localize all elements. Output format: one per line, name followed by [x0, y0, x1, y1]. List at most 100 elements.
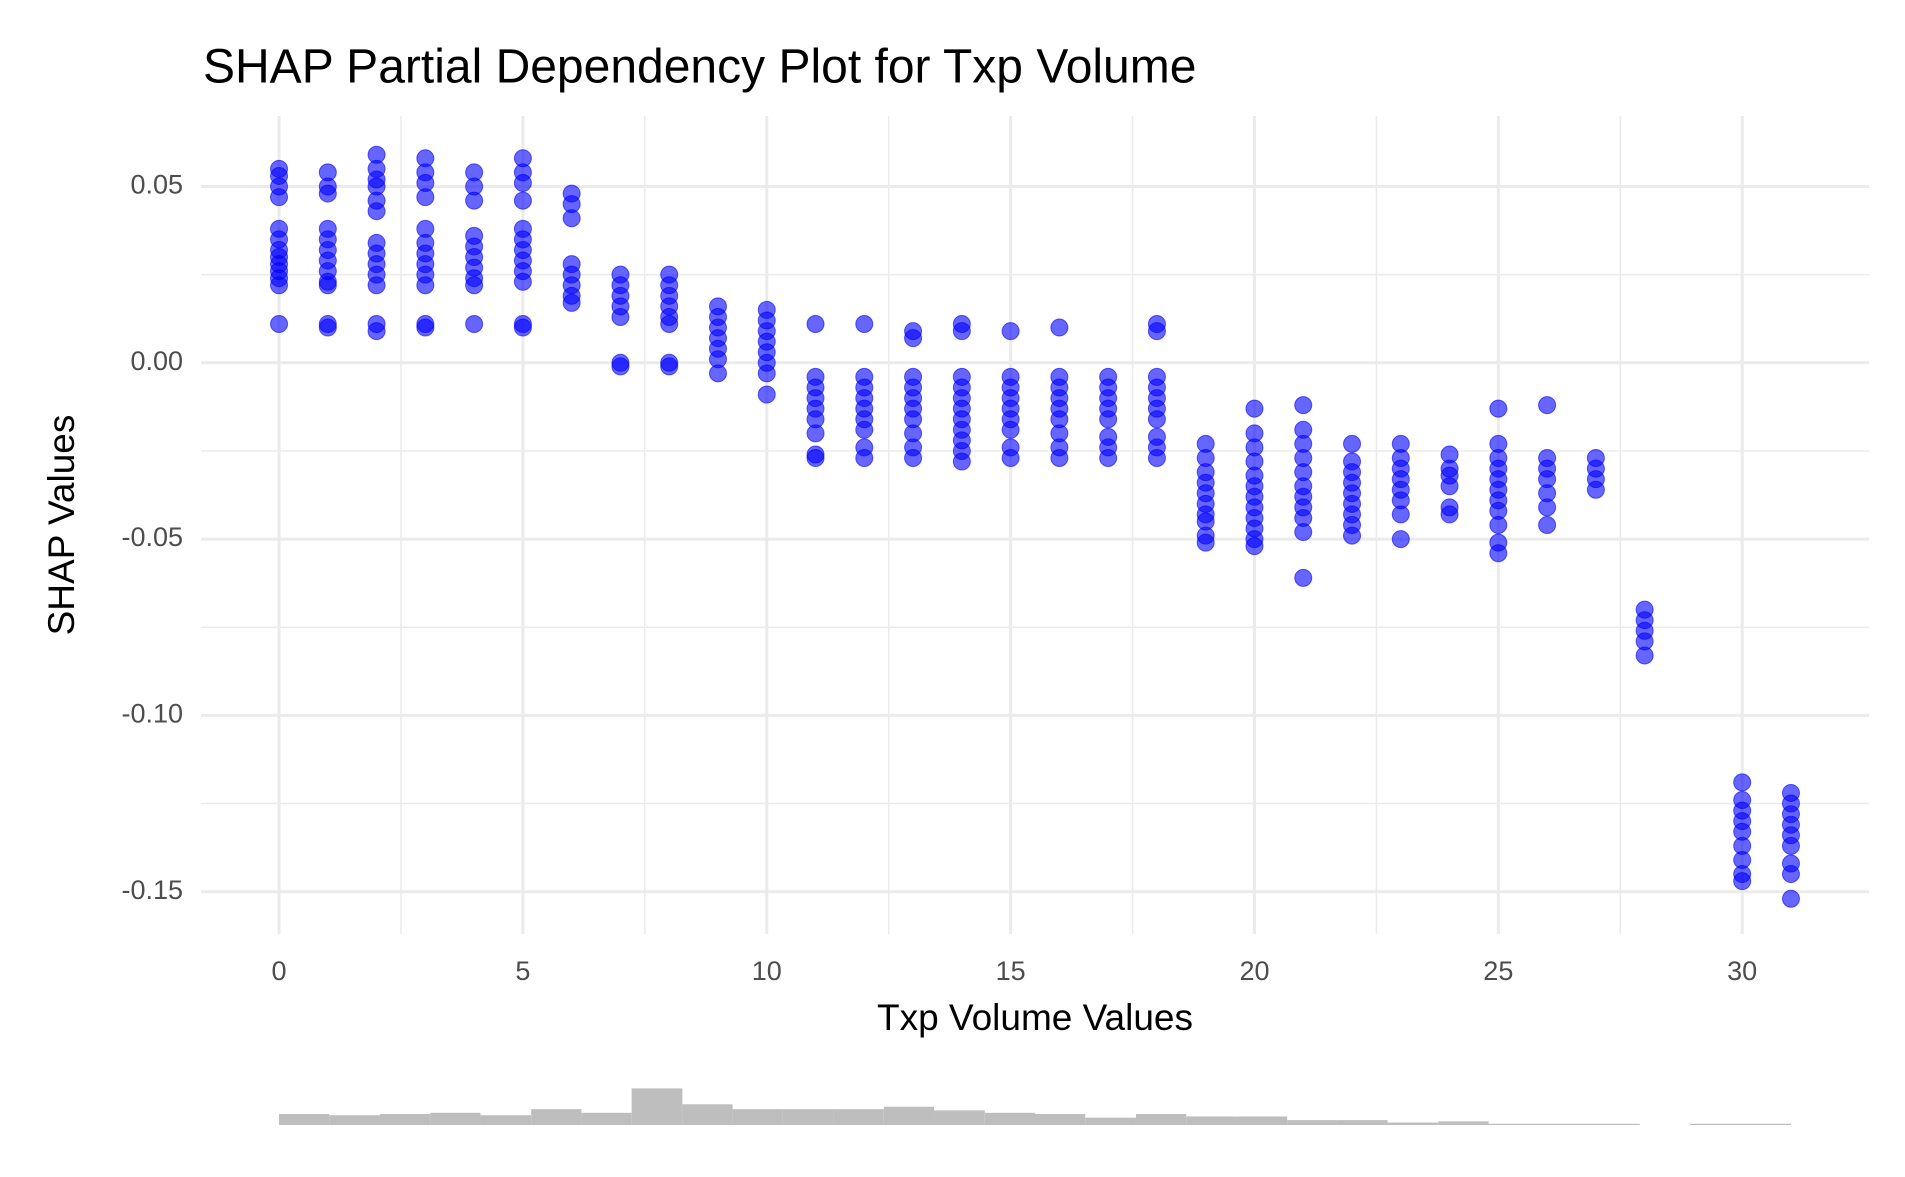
- y-tick-label: -0.10: [121, 699, 183, 729]
- point: [465, 191, 484, 210]
- point: [1050, 318, 1069, 337]
- point: [1147, 449, 1166, 468]
- y-axis-title: SHAP Values: [41, 415, 82, 636]
- point: [1050, 449, 1069, 468]
- point: [513, 318, 532, 337]
- point: [416, 188, 435, 207]
- histogram-bar: [1589, 1123, 1640, 1125]
- point: [1196, 533, 1215, 552]
- point: [952, 322, 971, 341]
- point: [806, 424, 825, 443]
- chart-title: SHAP Partial Dependency Plot for Txp Vol…: [203, 41, 1196, 94]
- histogram-bar: [1387, 1122, 1439, 1125]
- point: [855, 420, 874, 439]
- point: [1099, 410, 1118, 429]
- point: [1781, 836, 1800, 855]
- point: [1147, 410, 1166, 429]
- y-tick-label: -0.05: [121, 522, 183, 552]
- point: [1294, 568, 1313, 587]
- histogram-bar: [1287, 1120, 1338, 1125]
- point: [1099, 449, 1118, 468]
- point: [1294, 396, 1313, 415]
- histogram-bar: [833, 1109, 884, 1125]
- y-tick-label: 0.05: [130, 170, 183, 200]
- point: [855, 315, 874, 334]
- x-tick-label: 20: [1239, 956, 1269, 986]
- point: [806, 449, 825, 468]
- histogram-bar: [934, 1110, 985, 1125]
- point: [367, 276, 386, 295]
- point: [611, 357, 630, 376]
- histogram-bar: [430, 1112, 481, 1125]
- point: [1294, 523, 1313, 542]
- x-axis-title: Txp Volume Values: [877, 997, 1193, 1038]
- point: [1489, 399, 1508, 418]
- point: [1635, 646, 1654, 665]
- point: [611, 307, 630, 326]
- histogram-bar: [1186, 1116, 1237, 1125]
- histogram-bar: [1740, 1123, 1791, 1125]
- x-tick-label: 10: [752, 956, 782, 986]
- point: [416, 276, 435, 295]
- point: [1781, 889, 1800, 908]
- point: [513, 191, 532, 210]
- point: [562, 293, 581, 312]
- point: [1586, 480, 1605, 499]
- histogram-bar: [329, 1115, 380, 1125]
- histogram-bar: [531, 1109, 582, 1125]
- point: [1538, 516, 1557, 534]
- points: [270, 145, 1800, 908]
- point: [1245, 399, 1264, 418]
- histogram-bar: [631, 1088, 683, 1125]
- point: [318, 184, 337, 203]
- histogram-bar: [1085, 1117, 1136, 1125]
- point: [367, 202, 386, 221]
- point: [1440, 477, 1459, 496]
- point: [367, 322, 386, 341]
- point: [660, 357, 679, 376]
- y-tick-label: -0.15: [121, 875, 183, 905]
- histogram-bar: [1236, 1116, 1288, 1125]
- x-tick-label: 5: [515, 956, 530, 986]
- histogram-bar: [682, 1104, 733, 1125]
- point: [660, 315, 679, 334]
- point: [1489, 516, 1508, 534]
- point: [513, 272, 532, 291]
- point: [1733, 872, 1752, 891]
- point: [1343, 526, 1362, 545]
- histogram-bar: [1135, 1114, 1187, 1125]
- histogram-bar: [480, 1115, 532, 1125]
- histogram-bar: [1690, 1123, 1741, 1125]
- point: [318, 318, 337, 337]
- point: [513, 173, 532, 192]
- x-tick-label: 25: [1483, 956, 1513, 986]
- point: [806, 315, 825, 334]
- x-tick-label: 30: [1727, 956, 1757, 986]
- histogram-bar: [1488, 1123, 1539, 1125]
- point: [1001, 449, 1020, 468]
- point: [270, 276, 289, 295]
- x-tick-label: 0: [272, 956, 287, 986]
- point: [1538, 396, 1557, 415]
- point: [1245, 537, 1264, 556]
- point: [1147, 322, 1166, 341]
- x-tick-label: 15: [996, 956, 1026, 986]
- point: [562, 209, 581, 228]
- point: [952, 452, 971, 471]
- histogram-bar: [1035, 1114, 1086, 1125]
- histogram-bar: [984, 1112, 1035, 1125]
- point: [1391, 530, 1410, 549]
- point: [1440, 505, 1459, 524]
- point: [1391, 505, 1410, 524]
- point: [855, 449, 874, 468]
- histogram-bar: [379, 1114, 431, 1125]
- histogram: [279, 1088, 1791, 1125]
- point: [318, 276, 337, 295]
- point: [904, 329, 923, 348]
- point: [1733, 773, 1752, 792]
- grid: -0.15 -0.10 -0.05 0.00 0.05 0 5 10 15 20 25 30: [121, 116, 1869, 986]
- point: [1489, 544, 1508, 563]
- point: [270, 315, 289, 334]
- histogram-bar: [732, 1109, 783, 1125]
